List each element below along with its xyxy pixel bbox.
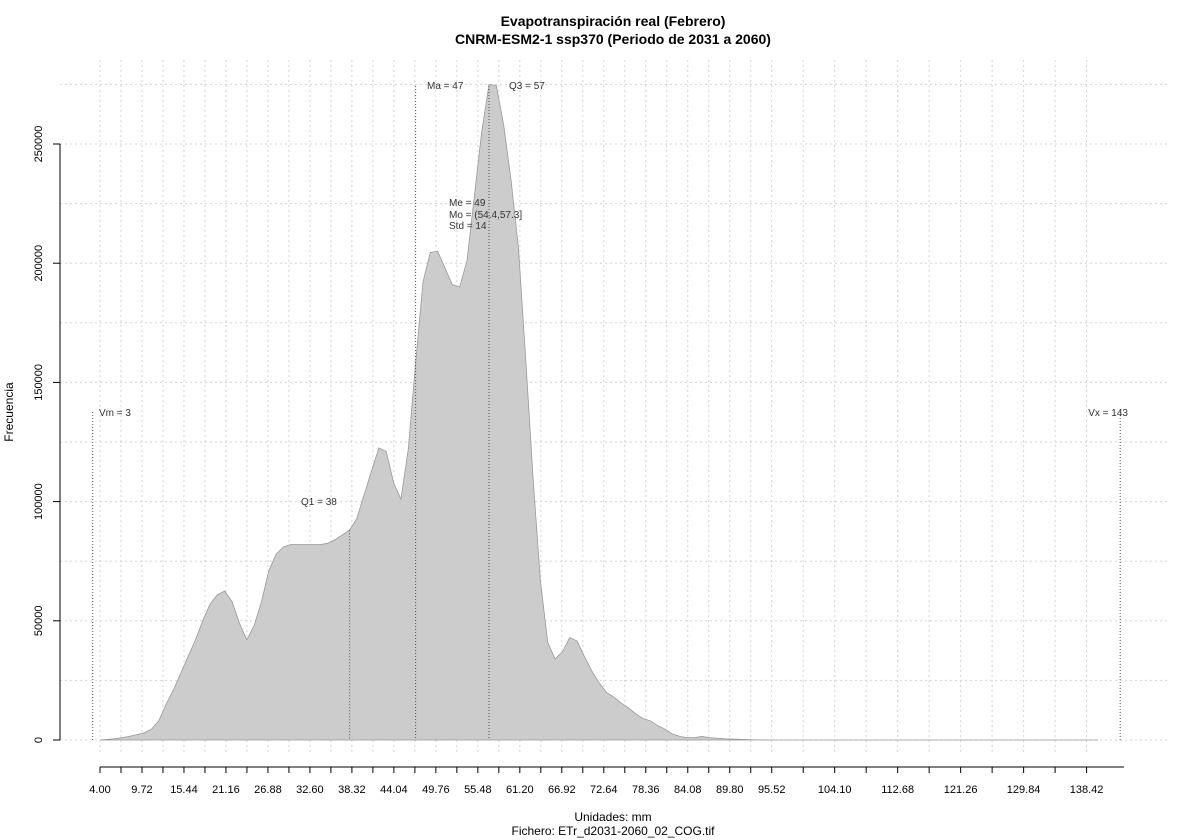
x-tick-label: 26.88 bbox=[254, 784, 282, 796]
stat-mean-label: Ma = 47 bbox=[427, 81, 464, 92]
x-tick-label: 78.36 bbox=[632, 784, 660, 796]
x-tick-label: 21.16 bbox=[212, 784, 240, 796]
x-tick-label: 15.44 bbox=[170, 784, 198, 796]
x-tick-label: 72.64 bbox=[590, 784, 618, 796]
x-tick-label: 55.48 bbox=[464, 784, 492, 796]
y-tick-label: 250000 bbox=[33, 126, 45, 163]
y-axis: 0 50000 100000 150000 200000 250000 bbox=[33, 126, 61, 743]
x-axis: 4.00 9.72 15.44 21.16 26.88 32.60 38.32 44.04 49… bbox=[89, 766, 1124, 796]
x-tick-label: 61.20 bbox=[506, 784, 534, 796]
x-tick-label: 9.72 bbox=[131, 784, 152, 796]
x-tick-label: 4.00 bbox=[89, 784, 110, 796]
stat-min-label: Vm = 3 bbox=[99, 408, 131, 419]
chart-title: Evapotranspiración real (Febrero) bbox=[501, 13, 726, 29]
x-tick-label: 49.76 bbox=[422, 784, 450, 796]
stat-median-label: Me = 49 bbox=[449, 198, 486, 209]
y-tick-label: 150000 bbox=[33, 364, 45, 401]
y-tick-label: 200000 bbox=[33, 245, 45, 282]
x-tick-label: 112.68 bbox=[881, 784, 914, 796]
chart-caption: Fichero: ETr_d2031-2060_02_COG.tif bbox=[512, 824, 716, 838]
x-tick-label: 121.26 bbox=[944, 784, 978, 796]
stat-std-label: Std = 14 bbox=[449, 221, 487, 232]
y-tick-label: 0 bbox=[33, 737, 45, 743]
stat-max-label: Vx = 143 bbox=[1088, 408, 1128, 419]
x-tick-label: 138.42 bbox=[1070, 784, 1104, 796]
stat-q3-label: Q3 = 57 bbox=[509, 81, 545, 92]
x-tick-label: 104.10 bbox=[818, 784, 852, 796]
x-axis-label: Unidades: mm bbox=[574, 810, 651, 824]
y-tick-label: 50000 bbox=[33, 606, 45, 637]
y-tick-label: 100000 bbox=[33, 483, 45, 520]
chart-subtitle: CNRM-ESM2-1 ssp370 (Periodo de 2031 a 20… bbox=[455, 31, 771, 47]
y-axis-label: Frecuencia bbox=[2, 382, 16, 442]
x-tick-label: 66.92 bbox=[548, 784, 576, 796]
stat-q1-label: Q1 = 38 bbox=[301, 497, 337, 508]
x-tick-label: 95.52 bbox=[758, 784, 786, 796]
x-tick-label: 84.08 bbox=[674, 784, 702, 796]
x-tick-label: 44.04 bbox=[380, 784, 408, 796]
x-tick-label: 38.32 bbox=[338, 784, 366, 796]
x-tick-label: 129.84 bbox=[1007, 784, 1041, 796]
stat-lines bbox=[92, 86, 1121, 740]
x-tick-label: 32.60 bbox=[296, 784, 324, 796]
frequency-area bbox=[99, 83, 1099, 741]
x-tick-label: 89.80 bbox=[716, 784, 744, 796]
stat-mode-label: Mo = (54.4,57.3] bbox=[449, 210, 522, 221]
